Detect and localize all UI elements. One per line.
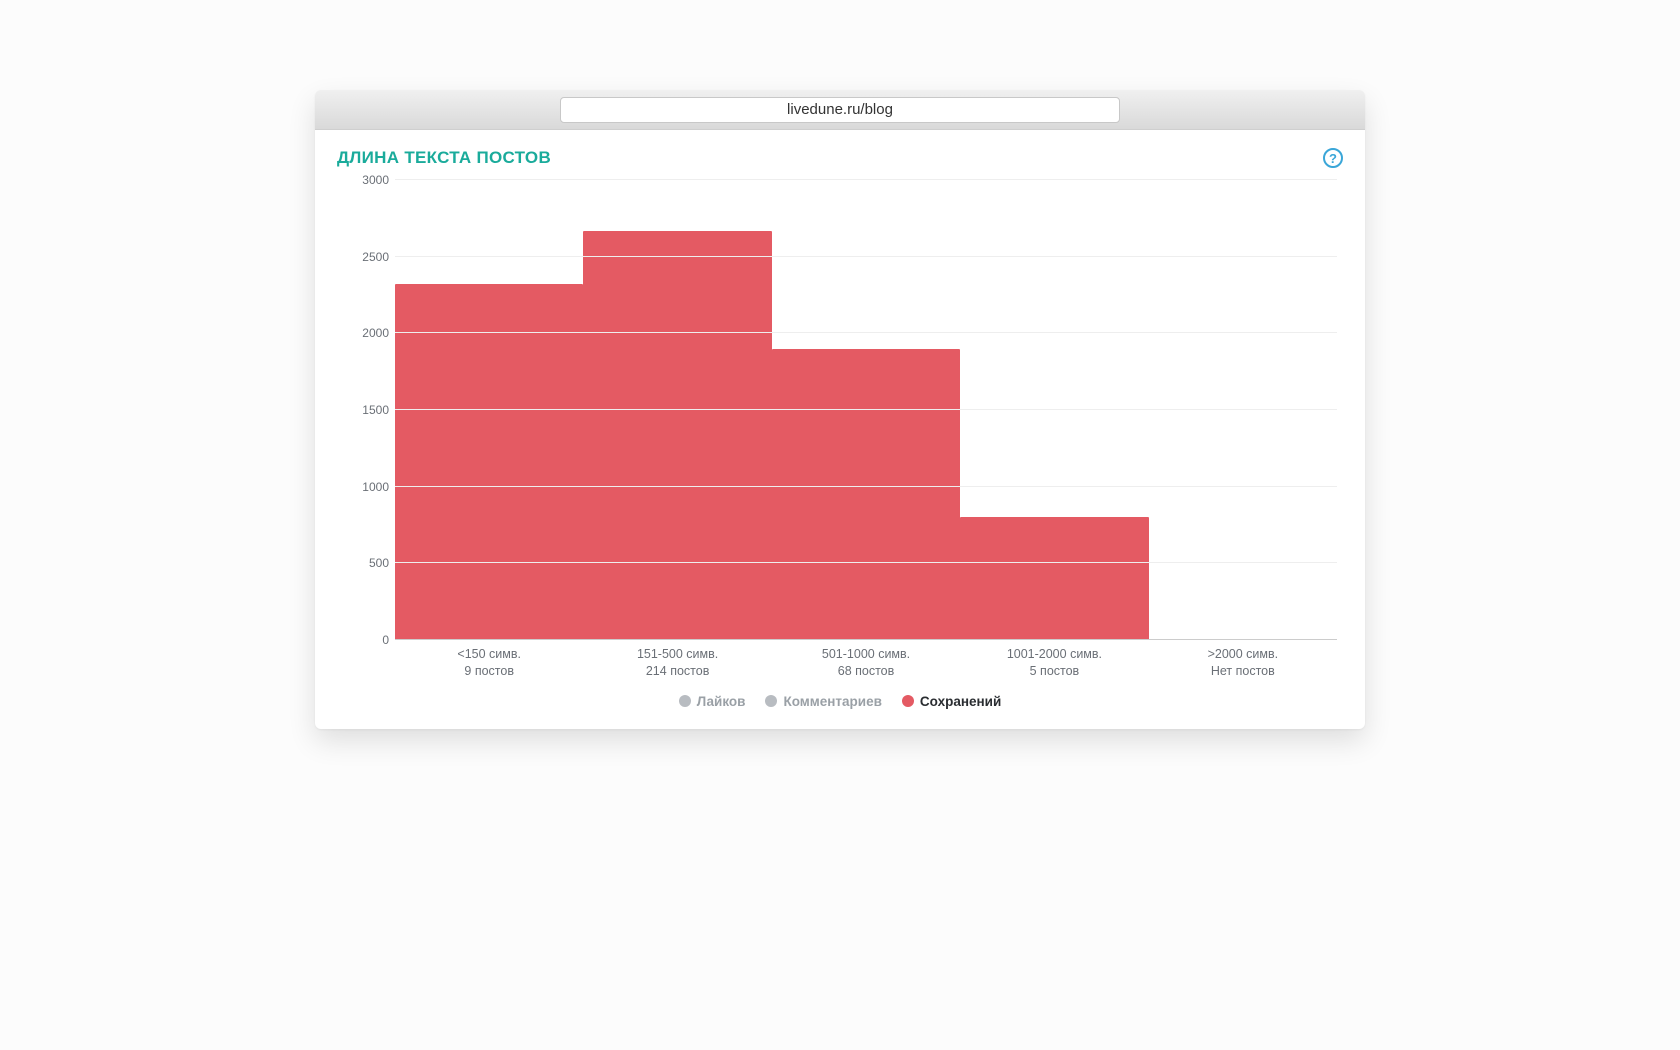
y-tick-label: 500 bbox=[345, 556, 389, 570]
bar-column bbox=[772, 180, 960, 640]
x-tick-label: >2000 симв.Нет постов bbox=[1149, 646, 1337, 680]
help-icon[interactable]: ? bbox=[1323, 148, 1343, 168]
legend-swatch bbox=[902, 695, 914, 707]
bar-column bbox=[960, 180, 1148, 640]
x-axis-line bbox=[395, 639, 1337, 640]
legend-label: Сохранений bbox=[920, 694, 1001, 709]
panel-header: ДЛИНА ТЕКСТА ПОСТОВ ? bbox=[337, 148, 1343, 168]
gridline bbox=[395, 179, 1337, 180]
bar[interactable] bbox=[583, 231, 771, 640]
bar[interactable] bbox=[960, 517, 1148, 640]
address-bar[interactable]: livedune.ru/blog bbox=[560, 97, 1120, 123]
chart-legend: Лайков Комментариев Сохранений bbox=[337, 694, 1343, 709]
legend-swatch bbox=[679, 695, 691, 707]
x-axis-labels: <150 симв.9 постов151-500 симв.214 посто… bbox=[395, 646, 1337, 680]
chart-panel: ДЛИНА ТЕКСТА ПОСТОВ ? 050010001500200025… bbox=[315, 130, 1365, 729]
bar-chart: 050010001500200025003000 bbox=[395, 180, 1337, 640]
bar-column bbox=[395, 180, 583, 640]
bars-layer bbox=[395, 180, 1337, 640]
bar[interactable] bbox=[395, 284, 583, 640]
legend-label: Комментариев bbox=[783, 694, 881, 709]
y-tick-label: 2000 bbox=[345, 326, 389, 340]
bar[interactable] bbox=[772, 349, 960, 640]
x-tick-label: 1001-2000 симв.5 постов bbox=[960, 646, 1148, 680]
legend-item[interactable]: Лайков bbox=[679, 694, 746, 709]
gridline bbox=[395, 256, 1337, 257]
x-tick-label: <150 симв.9 постов bbox=[395, 646, 583, 680]
gridline bbox=[395, 332, 1337, 333]
y-tick-label: 1000 bbox=[345, 480, 389, 494]
panel-title: ДЛИНА ТЕКСТА ПОСТОВ bbox=[337, 148, 551, 168]
gridline bbox=[395, 486, 1337, 487]
bar-column bbox=[1149, 180, 1337, 640]
browser-titlebar: livedune.ru/blog bbox=[315, 90, 1365, 130]
y-tick-label: 2500 bbox=[345, 250, 389, 264]
y-tick-label: 1500 bbox=[345, 403, 389, 417]
browser-window: livedune.ru/blog ДЛИНА ТЕКСТА ПОСТОВ ? 0… bbox=[315, 90, 1365, 729]
bar-column bbox=[583, 180, 771, 640]
x-tick-label: 151-500 симв.214 постов bbox=[583, 646, 771, 680]
gridline bbox=[395, 562, 1337, 563]
legend-item[interactable]: Сохранений bbox=[902, 694, 1001, 709]
plot-area: 050010001500200025003000 bbox=[395, 180, 1337, 640]
y-tick-label: 0 bbox=[345, 633, 389, 647]
address-text: livedune.ru/blog bbox=[787, 101, 893, 118]
chart-container: 050010001500200025003000 <150 симв.9 пос… bbox=[337, 180, 1343, 709]
legend-swatch bbox=[765, 695, 777, 707]
x-tick-label: 501-1000 симв.68 постов bbox=[772, 646, 960, 680]
legend-label: Лайков bbox=[697, 694, 746, 709]
gridline bbox=[395, 409, 1337, 410]
legend-item[interactable]: Комментариев bbox=[765, 694, 881, 709]
y-tick-label: 3000 bbox=[345, 173, 389, 187]
